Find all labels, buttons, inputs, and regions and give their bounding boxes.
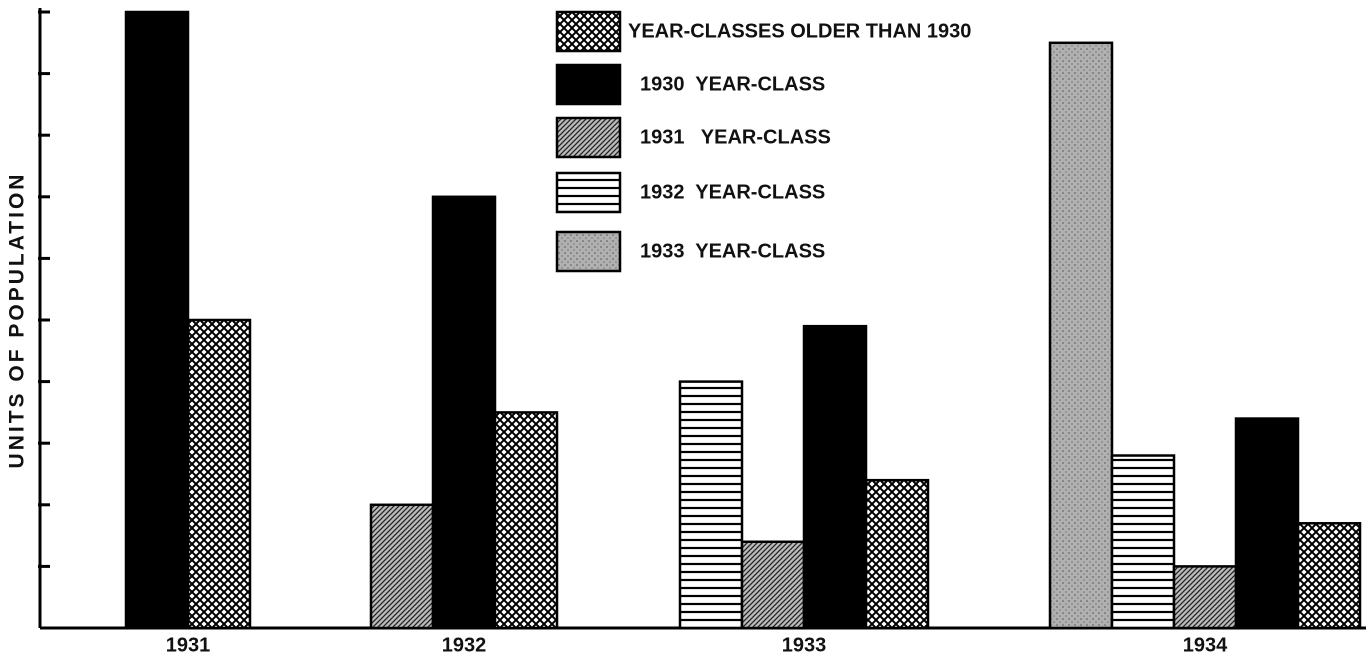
legend-swatch xyxy=(555,171,622,214)
bar xyxy=(1296,522,1362,630)
y-axis-label: UNITS OF POPULATION xyxy=(6,172,29,469)
bar xyxy=(186,318,252,630)
bar xyxy=(1234,417,1300,630)
legend-swatch xyxy=(555,230,622,273)
bar xyxy=(802,324,868,630)
x-tick-label: 1932 xyxy=(442,634,487,656)
legend-label: 1932 YEAR-CLASS xyxy=(640,181,825,203)
bar xyxy=(1110,454,1176,630)
bar xyxy=(493,411,559,630)
legend-label: 1931 YEAR-CLASS xyxy=(640,126,831,148)
legend-label: 1930 YEAR-CLASS xyxy=(640,73,825,95)
bar xyxy=(369,503,435,630)
bar xyxy=(678,380,744,630)
x-tick-label: 1931 xyxy=(166,634,211,656)
bar xyxy=(431,195,497,630)
bar xyxy=(864,478,930,630)
bar xyxy=(1048,41,1114,630)
legend-label: 1933 YEAR-CLASS xyxy=(640,240,825,262)
legend-swatch xyxy=(555,63,622,106)
legend-swatch xyxy=(555,116,622,159)
x-tick-label: 1933 xyxy=(782,634,827,656)
x-tick-label: 1934 xyxy=(1183,634,1228,656)
bar xyxy=(124,10,190,630)
legend-label: YEAR-CLASSES OLDER THAN 1930 xyxy=(628,20,971,42)
bar xyxy=(1172,565,1238,630)
bar xyxy=(740,540,806,630)
legend-swatch xyxy=(555,10,622,53)
